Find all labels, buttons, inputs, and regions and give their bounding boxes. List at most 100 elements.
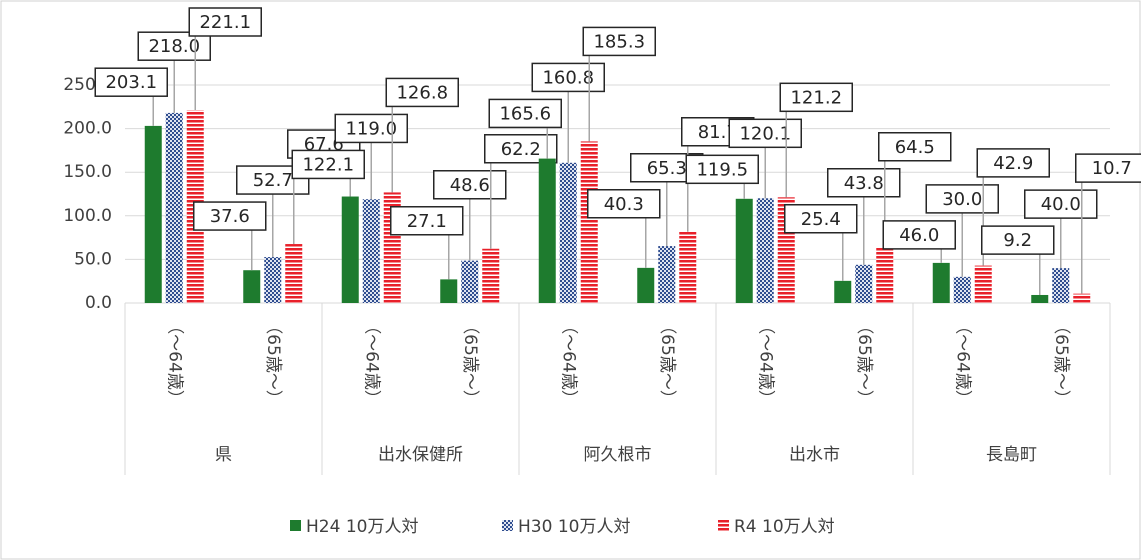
data-label: 121.2 bbox=[790, 87, 842, 108]
y-tick-label: 150.0 bbox=[63, 162, 112, 182]
bar bbox=[1031, 294, 1049, 303]
data-label: 25.4 bbox=[801, 209, 841, 230]
data-label: 48.6 bbox=[450, 175, 490, 196]
label-box bbox=[1024, 189, 1098, 219]
data-label: 160.8 bbox=[542, 67, 594, 88]
data-label: 126.8 bbox=[396, 82, 448, 103]
x-tick-label: （65歳～） bbox=[657, 317, 677, 407]
data-label: 165.6 bbox=[499, 103, 551, 124]
label-box bbox=[390, 206, 464, 236]
data-label: 40.3 bbox=[604, 194, 644, 215]
data-label: 122.1 bbox=[302, 154, 354, 175]
label-box bbox=[137, 31, 211, 61]
label-box bbox=[433, 170, 507, 200]
group-label: 出水保健所 bbox=[378, 445, 463, 465]
data-label: 62.2 bbox=[501, 139, 541, 160]
y-tick-label: 100.0 bbox=[63, 206, 112, 226]
group-label: 長島町 bbox=[986, 445, 1037, 465]
bar bbox=[440, 279, 458, 303]
data-label: 119.0 bbox=[345, 118, 397, 139]
data-label: 221.1 bbox=[199, 12, 251, 33]
data-label: 10.7 bbox=[1092, 158, 1132, 179]
x-tick-label: （～64歳） bbox=[952, 317, 972, 407]
data-label: 203.1 bbox=[105, 72, 157, 93]
label-box bbox=[94, 67, 168, 97]
data-label: 40.0 bbox=[1041, 194, 1081, 215]
label-box bbox=[531, 62, 605, 93]
y-tick-label: 50.0 bbox=[74, 249, 112, 269]
data-label: 43.8 bbox=[844, 173, 884, 194]
bar bbox=[559, 162, 577, 303]
bar bbox=[165, 112, 183, 304]
bar bbox=[756, 198, 774, 303]
data-label: 64.5 bbox=[895, 137, 935, 158]
group-label: 県 bbox=[215, 445, 232, 465]
bar bbox=[679, 231, 697, 303]
bar bbox=[341, 196, 359, 303]
data-label: 65.3 bbox=[647, 158, 687, 179]
data-label: 120.1 bbox=[739, 123, 791, 144]
label-box bbox=[484, 134, 558, 164]
bar bbox=[144, 125, 162, 304]
bar bbox=[953, 276, 971, 303]
legend-swatch bbox=[718, 520, 729, 531]
legend-swatch bbox=[290, 520, 301, 531]
x-tick-label: （65歳～） bbox=[460, 317, 480, 407]
legend-swatch bbox=[502, 520, 513, 531]
label-box bbox=[976, 148, 1050, 178]
data-label: 42.9 bbox=[993, 153, 1033, 174]
label-box bbox=[587, 189, 661, 219]
x-tick-label: （～64歳） bbox=[164, 317, 184, 407]
group-label: 出水市 bbox=[789, 445, 840, 465]
bar bbox=[658, 246, 676, 303]
label-box bbox=[827, 168, 901, 198]
legend-label: H30 10万人対 bbox=[518, 517, 630, 537]
label-box bbox=[1075, 153, 1141, 183]
x-tick-label: （65歳～） bbox=[854, 317, 874, 407]
bar bbox=[974, 265, 992, 303]
label-box bbox=[981, 225, 1055, 255]
bar bbox=[362, 199, 380, 303]
data-label: 218.0 bbox=[148, 36, 200, 57]
bar bbox=[243, 270, 261, 303]
label-box bbox=[291, 149, 365, 180]
bar bbox=[932, 262, 950, 303]
label-box bbox=[236, 165, 310, 195]
bar bbox=[1073, 293, 1091, 303]
data-label: 185.3 bbox=[593, 31, 645, 52]
bar bbox=[735, 198, 753, 303]
label-box bbox=[488, 98, 562, 129]
legend-label: R4 10万人対 bbox=[734, 517, 835, 537]
group-label: 阿久根市 bbox=[584, 445, 652, 465]
data-label: 27.1 bbox=[407, 211, 447, 232]
data-label: 37.6 bbox=[210, 206, 250, 227]
x-tick-label: （～64歳） bbox=[558, 317, 578, 407]
bar bbox=[1052, 268, 1070, 303]
label-box bbox=[385, 77, 459, 108]
legend-label: H24 10万人対 bbox=[306, 517, 418, 537]
label-box bbox=[925, 184, 999, 214]
label-box bbox=[188, 7, 262, 37]
label-box bbox=[728, 118, 802, 149]
bar bbox=[285, 244, 303, 303]
x-tick-label: （～64歳） bbox=[755, 317, 775, 407]
bar bbox=[580, 141, 598, 303]
label-box bbox=[582, 26, 656, 57]
bar bbox=[538, 158, 556, 303]
data-label: 81.7 bbox=[698, 122, 738, 143]
bar bbox=[834, 280, 852, 303]
bar bbox=[637, 267, 655, 303]
x-tick-label: （～64歳） bbox=[361, 317, 381, 407]
label-box bbox=[878, 132, 952, 162]
bar bbox=[264, 257, 282, 303]
label-box bbox=[334, 113, 408, 144]
data-label: 119.5 bbox=[696, 159, 748, 180]
label-box bbox=[193, 201, 267, 231]
x-tick-label: （65歳～） bbox=[1051, 317, 1071, 407]
bar bbox=[876, 246, 894, 303]
data-label: 46.0 bbox=[899, 225, 939, 246]
y-tick-label: 0.0 bbox=[85, 293, 112, 313]
data-label: 52.7 bbox=[253, 170, 293, 191]
bar bbox=[482, 248, 500, 303]
